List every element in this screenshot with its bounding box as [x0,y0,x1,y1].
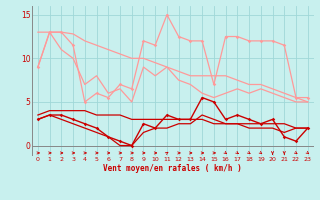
X-axis label: Vent moyen/en rafales ( km/h ): Vent moyen/en rafales ( km/h ) [103,164,242,173]
